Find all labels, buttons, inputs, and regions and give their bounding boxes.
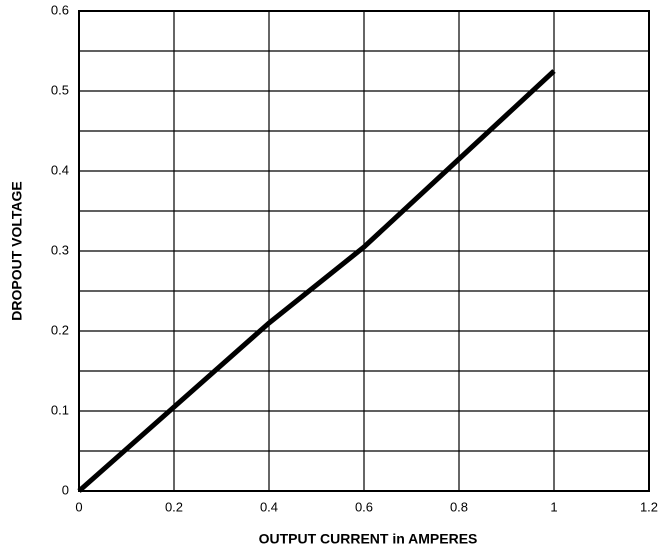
y-tick-label: 0.4	[51, 162, 69, 177]
y-axis-title: DROPOUT VOLTAGE	[9, 181, 25, 320]
x-tick-label: 1.2	[640, 499, 658, 514]
x-tick-label: 0.6	[355, 499, 373, 514]
x-axis-title: OUTPUT CURRENT in AMPERES	[259, 531, 478, 547]
plot-frame	[78, 10, 650, 492]
y-tick-label: 0.2	[51, 322, 69, 337]
x-tick-label: 0.8	[450, 499, 468, 514]
x-tick-label: 1	[550, 499, 557, 514]
data-line	[77, 69, 556, 493]
y-tick-label: 0.6	[51, 2, 69, 17]
x-tick-label: 0.2	[165, 499, 183, 514]
x-tick-label: 0	[75, 499, 82, 514]
y-tick-label: 0.3	[51, 242, 69, 257]
y-tick-label: 0.5	[51, 82, 69, 97]
x-tick-label: 0.4	[260, 499, 278, 514]
y-tick-label: 0	[62, 482, 69, 497]
y-tick-label: 0.1	[51, 402, 69, 417]
